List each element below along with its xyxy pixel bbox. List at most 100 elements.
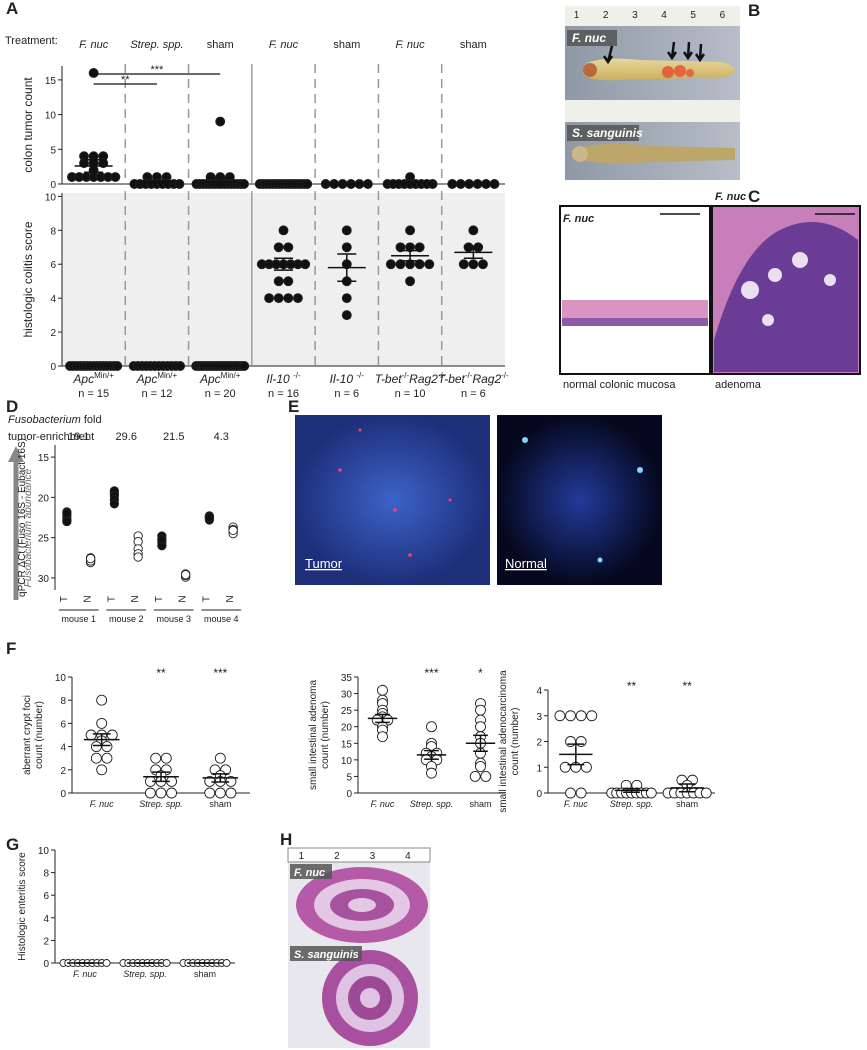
data-point <box>62 508 72 519</box>
y-tick-label: 15 <box>38 453 50 464</box>
data-point <box>559 761 571 773</box>
group-label: mouse 2 <box>109 614 144 624</box>
y-axis-label: small intestinal adenoma <box>308 680 319 790</box>
x-tick-label: F. nuc <box>90 799 114 809</box>
group-label: mouse 1 <box>61 614 96 624</box>
data-point <box>292 293 303 304</box>
data-point <box>580 761 592 773</box>
ruler-number: 4 <box>405 851 411 862</box>
data-point <box>475 761 486 772</box>
x-tick-label: sham <box>469 799 491 809</box>
n-label: n = 6 <box>334 388 359 400</box>
data-point <box>62 516 72 527</box>
panel-label: E <box>288 397 299 416</box>
y-tick-label: 2 <box>536 738 542 749</box>
n-label: n = 20 <box>205 388 236 400</box>
x-tick-label: sham <box>209 799 231 809</box>
data-point <box>468 225 479 236</box>
data-point <box>112 361 123 371</box>
y-tick-label: 30 <box>341 690 353 701</box>
x-tick-label: ApcMin/+ <box>199 371 241 386</box>
data-point <box>85 729 97 741</box>
ruler-number: 4 <box>661 10 667 21</box>
x-tick-label: F. nuc <box>73 969 97 979</box>
title-part: Fusobacterium <box>8 414 81 426</box>
x-tick-label: Il-10 -/- <box>266 371 301 386</box>
y-tick-label: 5 <box>50 145 56 156</box>
y-axis-label: histologic colitis score <box>21 221 35 337</box>
ruler-number: 3 <box>632 10 638 21</box>
photo-label: F. nuc <box>715 191 746 203</box>
data-point <box>166 787 178 799</box>
data-point <box>414 259 425 270</box>
y-tick-label: 10 <box>341 756 353 767</box>
data-point <box>106 729 118 741</box>
fold-enrichment: 21.5 <box>163 431 184 443</box>
photo-b <box>565 6 740 180</box>
data-point <box>463 242 474 253</box>
label-part: T-bet <box>375 372 403 386</box>
x-tick-label: Strep. spp. <box>410 799 454 809</box>
significance: ** <box>682 679 692 693</box>
x-tick-label: N <box>83 595 94 602</box>
x-tick-label: T-bet-/-Rag2-/- <box>375 371 446 386</box>
data-point <box>96 694 108 706</box>
data-point <box>204 787 216 799</box>
data-point <box>565 787 576 799</box>
y-tick-label: 2 <box>43 936 49 947</box>
data-point <box>586 710 598 722</box>
label-part: -/- <box>293 371 301 380</box>
y-tick-label: 2 <box>60 766 66 777</box>
data-point <box>475 704 486 716</box>
label-part: Rag2 <box>472 372 501 386</box>
data-point <box>150 752 162 764</box>
y-tick-label: 0 <box>50 362 56 373</box>
treatment-label: sham <box>207 39 234 51</box>
data-point <box>478 259 488 270</box>
ruler-number: 2 <box>334 851 340 862</box>
x-tick-label: T <box>106 596 117 602</box>
y-tick-label: 8 <box>60 696 66 707</box>
n-label: n = 16 <box>268 388 299 400</box>
data-point <box>278 225 289 236</box>
data-point <box>283 242 294 253</box>
caption: adenoma <box>715 379 762 391</box>
data-point <box>273 242 284 253</box>
panel-label: A <box>6 0 18 18</box>
data-point <box>414 242 425 253</box>
photo-label: F. nuc <box>572 31 606 45</box>
data-point <box>341 242 352 253</box>
histology-c <box>559 205 861 375</box>
data-point <box>264 293 275 304</box>
y-tick-label: 4 <box>60 743 66 754</box>
x-tick-label: Il-10 -/- <box>330 371 365 386</box>
treatment-label: sham <box>460 39 487 51</box>
significance: *** <box>151 64 165 76</box>
y-tick-label: 0 <box>536 789 542 800</box>
y-tick-label: 3 <box>536 712 542 723</box>
x-tick-label: F. nuc <box>371 799 395 809</box>
data-point <box>554 710 566 722</box>
y-axis-label: count (number) <box>34 701 45 769</box>
y-tick-label: 5 <box>346 772 352 783</box>
x-tick-label: sham <box>194 969 216 979</box>
photo-label: Tumor <box>305 556 343 571</box>
chart-title: Fusobacterium fold <box>8 414 102 426</box>
data-point <box>377 731 388 743</box>
label-part: Rag2 <box>409 372 438 386</box>
data-point <box>473 242 484 253</box>
data-point <box>96 764 108 776</box>
y-tick-label: 6 <box>50 260 56 271</box>
fluorescence-e <box>295 415 662 585</box>
y-tick-label: 35 <box>341 673 353 684</box>
photo-label: S. sanguinis <box>572 126 643 140</box>
y-tick-label: 10 <box>55 673 67 684</box>
y-tick-label: 10 <box>45 111 57 122</box>
group-label: mouse 3 <box>156 614 191 624</box>
x-tick-label: Strep. spp. <box>139 799 183 809</box>
y-axis-label: count (number) <box>320 701 331 769</box>
group-label: mouse 4 <box>204 614 239 624</box>
data-point <box>575 710 587 722</box>
data-point <box>215 116 226 127</box>
panel-label: G <box>6 835 19 854</box>
